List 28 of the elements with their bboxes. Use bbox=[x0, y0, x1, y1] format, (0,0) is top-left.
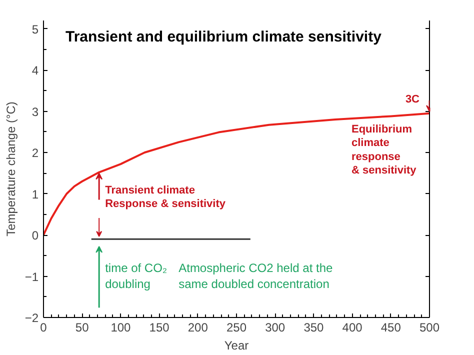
x-tick-label: 0 bbox=[40, 320, 48, 334]
y-tick-label: 3 bbox=[32, 104, 39, 119]
y-axis-title: Temperature change (°C) bbox=[4, 102, 18, 236]
x-tick-label: 350 bbox=[304, 320, 324, 334]
annotation: 3C bbox=[405, 93, 420, 106]
annotation: time of CO₂ doubling bbox=[105, 261, 168, 292]
y-tick-label: 1 bbox=[32, 187, 39, 202]
x-tick-label: 50 bbox=[75, 320, 90, 334]
y-tick-label: 0 bbox=[32, 228, 39, 242]
text: Transient and equilibrium climate sensitivity bbox=[66, 28, 382, 46]
y-tick-label: 4 bbox=[32, 64, 39, 78]
y-tick-label: −1 bbox=[24, 270, 39, 284]
x-tick-label: 200 bbox=[188, 320, 208, 334]
y-tick-label: 5 bbox=[32, 22, 39, 36]
annotation: Equilibrium climate response & sensitivity bbox=[352, 123, 418, 177]
x-tick-label: 500 bbox=[419, 320, 440, 334]
x-tick-label: 300 bbox=[265, 320, 286, 334]
annotation: Atmospheric CO2 held at the same doubled concentration bbox=[178, 261, 334, 292]
x-tick-label: 400 bbox=[342, 320, 363, 334]
annotation: Transient climate Response & sensitivity bbox=[105, 184, 226, 210]
y-tick-label: 2 bbox=[32, 146, 39, 160]
x-axis-title: Year bbox=[224, 338, 249, 352]
x-tick-label: 450 bbox=[380, 320, 402, 334]
x-tick-label: 100 bbox=[110, 320, 132, 334]
x-tick-label: 150 bbox=[149, 320, 170, 334]
y-tick-label: −2 bbox=[24, 311, 39, 325]
line-series bbox=[44, 112, 430, 236]
x-tick-label: 250 bbox=[226, 320, 247, 334]
